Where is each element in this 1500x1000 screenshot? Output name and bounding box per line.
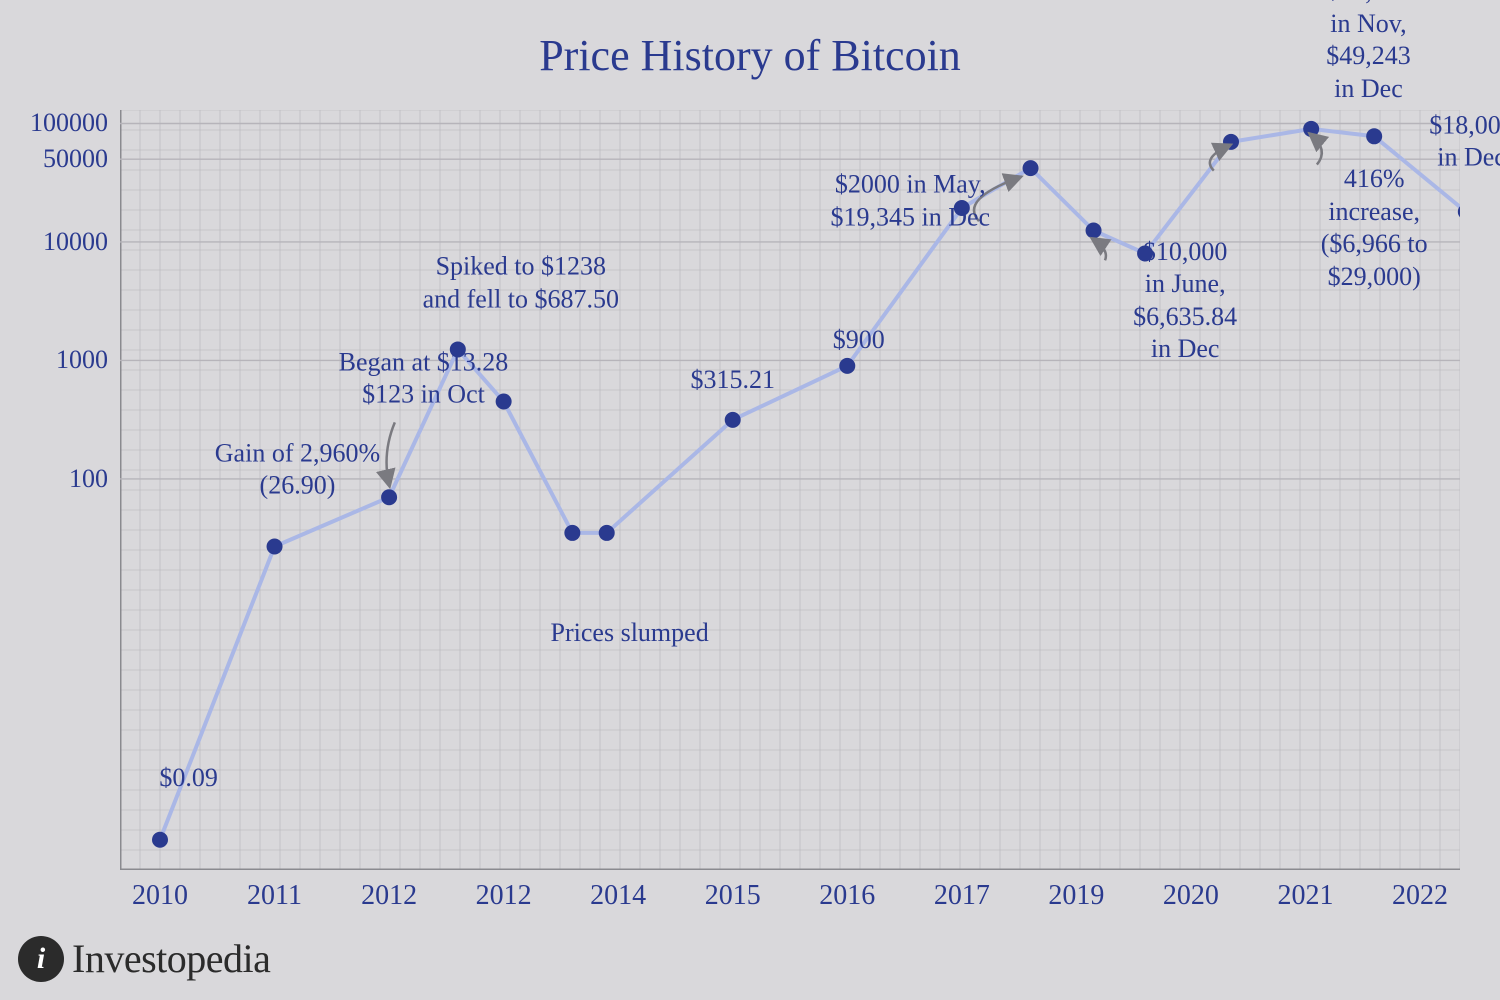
- annotation-a2010: $0.09: [159, 762, 218, 795]
- annotation-a2011: Gain of 2,960%(26.90): [215, 437, 380, 502]
- brand-icon: i: [18, 936, 64, 982]
- x-axis-tick-label: 2012: [361, 880, 417, 912]
- x-axis-tick-label: 2022: [1392, 880, 1448, 912]
- annotation-a2015: $315.21: [690, 364, 775, 397]
- annotation-a2017: $2000 in May,$19,345 in Dec: [830, 169, 990, 234]
- x-axis-tick-label: 2021: [1277, 880, 1333, 912]
- brand-name: Investopedia: [72, 935, 270, 982]
- x-axis-tick-label: 2012: [476, 880, 532, 912]
- annotation-a2021: $68,991in Nov,$49,243in Dec: [1326, 0, 1411, 105]
- x-axis-tick-label: 2014: [590, 880, 646, 912]
- y-axis-tick-label: 100: [0, 464, 108, 494]
- annotation-a2013: Spiked to $1238and fell to $687.50: [423, 251, 619, 316]
- x-axis-tick-label: 2017: [934, 880, 990, 912]
- y-axis-tick-label: 50000: [0, 144, 108, 174]
- x-axis-tick-label: 2016: [819, 880, 875, 912]
- annotation-a2016: $900: [833, 323, 885, 356]
- chart-title: Price History of Bitcoin: [539, 30, 961, 81]
- brand-logo: i Investopedia: [18, 935, 270, 982]
- y-axis-tick-label: 10000: [0, 227, 108, 257]
- annotation-a2019: $10,000in June,$6,635.84in Dec: [1133, 236, 1237, 366]
- annotation-a2012: Began at $13.28$123 in Oct: [339, 346, 509, 411]
- y-axis-tick-label: 1000: [0, 345, 108, 375]
- x-axis-tick-label: 2011: [247, 880, 302, 912]
- x-axis-tick-label: 2015: [705, 880, 761, 912]
- x-axis-tick-label: 2020: [1163, 880, 1219, 912]
- y-axis-tick-label: 100000: [0, 108, 108, 138]
- annotation-a2022: $18,000in Dec: [1429, 109, 1500, 174]
- annotation-a2020: 416%increase,($6,966 to$29,000): [1321, 163, 1428, 293]
- x-axis-tick-label: 2019: [1048, 880, 1104, 912]
- x-axis-tick-label: 2010: [132, 880, 188, 912]
- annotation-a2014: Prices slumped: [551, 617, 709, 650]
